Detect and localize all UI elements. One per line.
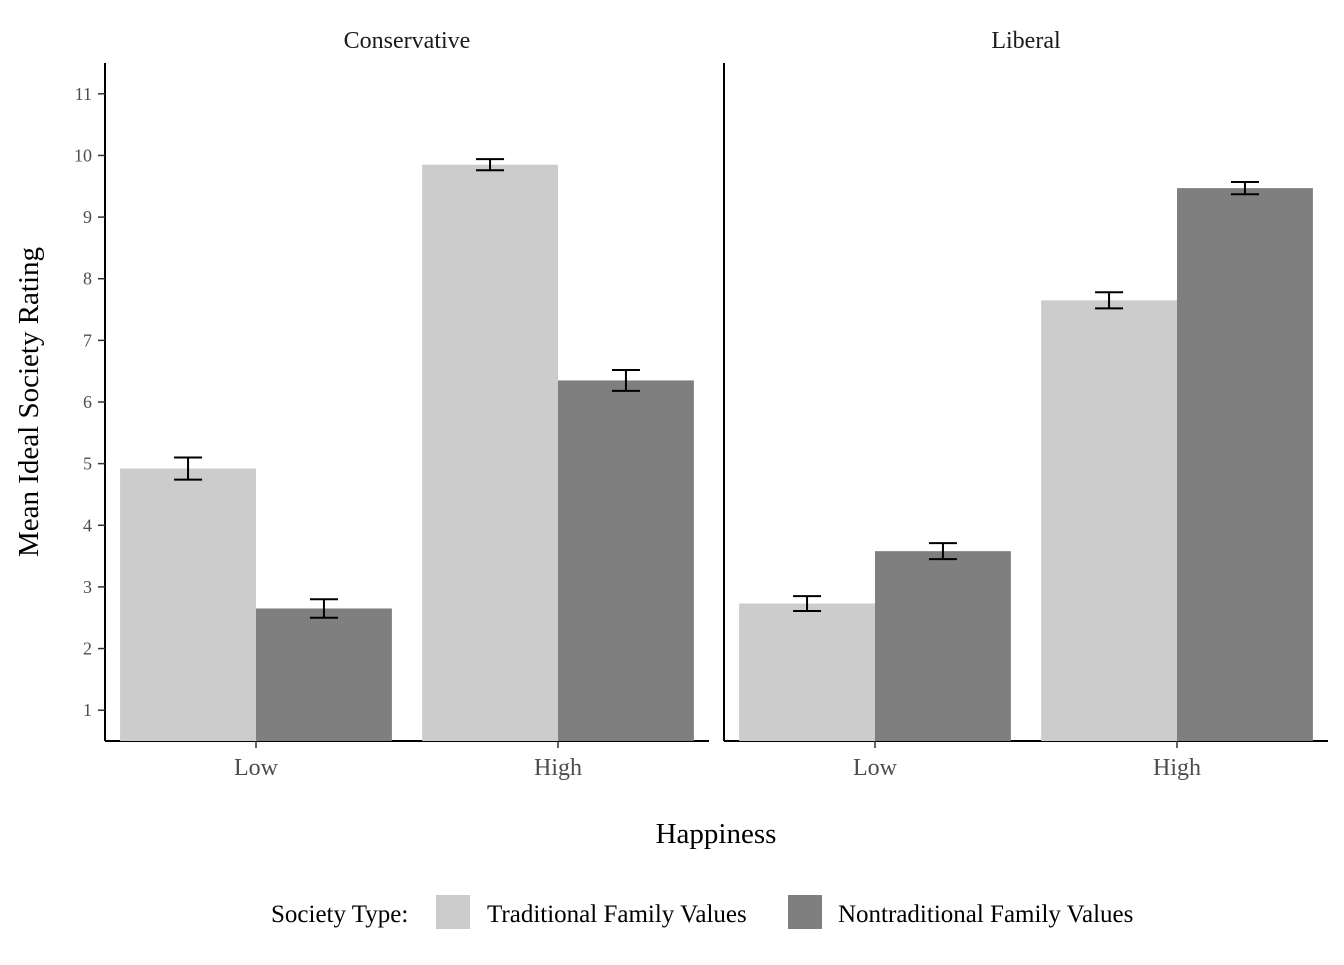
y-tick-label: 7 (83, 330, 92, 350)
bar-conservative-high-s0 (422, 164, 558, 741)
bar-conservative-high-s1 (558, 380, 694, 741)
x-tick-label: High (1153, 755, 1201, 781)
bar-liberal-low-s1 (875, 551, 1011, 741)
y-tick-label: 2 (83, 639, 92, 659)
x-tick-label: Low (853, 755, 898, 781)
bar-liberal-low-s0 (739, 603, 875, 741)
y-tick-label: 5 (83, 454, 92, 474)
y-tick-label: 8 (83, 269, 92, 289)
y-tick-label: 6 (83, 392, 92, 412)
y-axis-title: Mean Ideal Society Rating (13, 247, 45, 557)
legend-swatch-traditional (436, 895, 470, 929)
y-tick-label: 4 (83, 515, 92, 535)
plot-area: Conservative 1 2 3 4 5 6 7 8 9 10 11 Low High Liberal L… (74, 28, 1328, 781)
bar-conservative-low-s0 (120, 468, 256, 741)
legend-label-nontraditional: Nontraditional Family Values (838, 901, 1133, 928)
y-tick-label: 3 (83, 577, 92, 597)
legend-title: Society Type: (271, 901, 408, 928)
legend-swatch-nontraditional (788, 895, 822, 929)
x-axis-title: Happiness (656, 818, 777, 850)
x-tick-label: High (534, 755, 582, 781)
y-tick-label: 1 (83, 700, 92, 720)
y-tick-label: 10 (74, 145, 92, 165)
bar-liberal-high-s1 (1177, 188, 1313, 741)
facet-title-conservative: Conservative (344, 28, 471, 54)
legend-label-traditional: Traditional Family Values (487, 901, 747, 928)
y-tick-label: 9 (83, 207, 92, 227)
bar-conservative-low-s1 (256, 608, 392, 741)
bar-liberal-high-s0 (1041, 300, 1177, 741)
y-tick-label: 11 (75, 84, 92, 104)
facet-title-liberal: Liberal (991, 28, 1061, 54)
x-tick-label: Low (234, 755, 279, 781)
